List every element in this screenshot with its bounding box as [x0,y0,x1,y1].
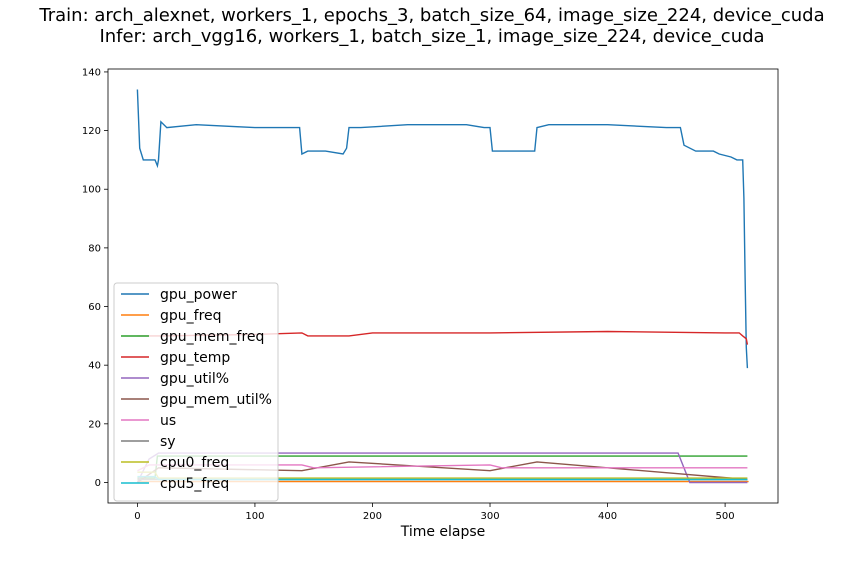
chart-title-line-2: Infer: arch_vgg16, workers_1, batch_size… [99,26,765,47]
legend-box [113,282,279,502]
legend-label: cpu5_freq [160,476,229,492]
legend-label: gpu_power [160,287,237,303]
x-tick-label: 200 [363,511,382,522]
y-tick-label: 140 [82,67,101,78]
legend-label: us [160,413,176,429]
x-axis-label: Time elapse [400,524,486,540]
y-tick-label: 80 [88,243,101,254]
x-tick-label: 100 [245,511,264,522]
y-tick-label: 0 [95,478,101,489]
x-tick-label: 500 [716,511,735,522]
y-tick-label: 100 [82,185,101,196]
y-tick-label: 20 [88,419,101,430]
legend-label: gpu_freq [160,308,222,324]
x-tick-label: 400 [598,511,617,522]
legend-label: sy [160,434,176,450]
plot-frame [107,68,779,504]
x-tick-label: 0 [134,511,140,522]
legend-label: gpu_temp [160,350,230,366]
axis-ticks: 0 100 200 300 400 500 0 20 40 60 80 100 120 140 [82,67,735,522]
chart-title-line-1: Train: arch_alexnet, workers_1, epochs_3… [39,5,825,26]
y-tick-label: 40 [88,361,101,372]
y-tick-label: 60 [88,302,101,313]
x-tick-label: 300 [480,511,499,522]
legend[interactable]: gpu_power gpu_freq gpu_mem_freq gpu_tempgpu… [113,282,279,502]
legend-label: gpu_util% [160,371,229,387]
y-tick-label: 120 [82,126,101,137]
legend-label: cpu0_freq [160,455,229,471]
legend-label: gpu_mem_util% [160,392,272,408]
legend-label: gpu_mem_freq [160,329,264,345]
series-line-gpu-power [136,89,749,369]
